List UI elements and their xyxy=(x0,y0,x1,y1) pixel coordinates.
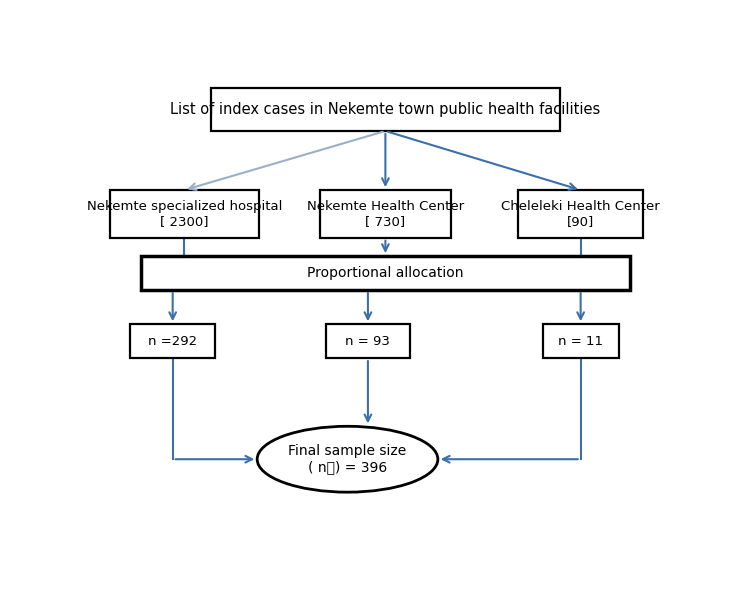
Text: n = 93: n = 93 xyxy=(345,335,390,348)
FancyBboxPatch shape xyxy=(320,190,451,238)
Text: Nekemte Health Center
[ 730]: Nekemte Health Center [ 730] xyxy=(307,200,464,228)
Text: Cheleleki Health Center
[90]: Cheleleki Health Center [90] xyxy=(502,200,660,228)
FancyBboxPatch shape xyxy=(211,88,560,131)
Text: Proportional allocation: Proportional allocation xyxy=(307,266,464,280)
Ellipse shape xyxy=(257,427,438,492)
FancyBboxPatch shape xyxy=(518,190,643,238)
FancyBboxPatch shape xyxy=(141,256,630,290)
Text: List of index cases in Nekemte town public health facilities: List of index cases in Nekemte town publ… xyxy=(170,102,601,117)
FancyBboxPatch shape xyxy=(130,324,215,358)
FancyBboxPatch shape xyxy=(326,324,410,358)
Text: n = 11: n = 11 xyxy=(558,335,603,348)
Text: Final sample size
( n႒) = 396: Final sample size ( n႒) = 396 xyxy=(289,444,407,474)
FancyBboxPatch shape xyxy=(543,324,619,358)
Text: n =292: n =292 xyxy=(148,335,197,348)
Text: Nekemte specialized hospital
[ 2300]: Nekemte specialized hospital [ 2300] xyxy=(86,200,282,228)
FancyBboxPatch shape xyxy=(110,190,259,238)
